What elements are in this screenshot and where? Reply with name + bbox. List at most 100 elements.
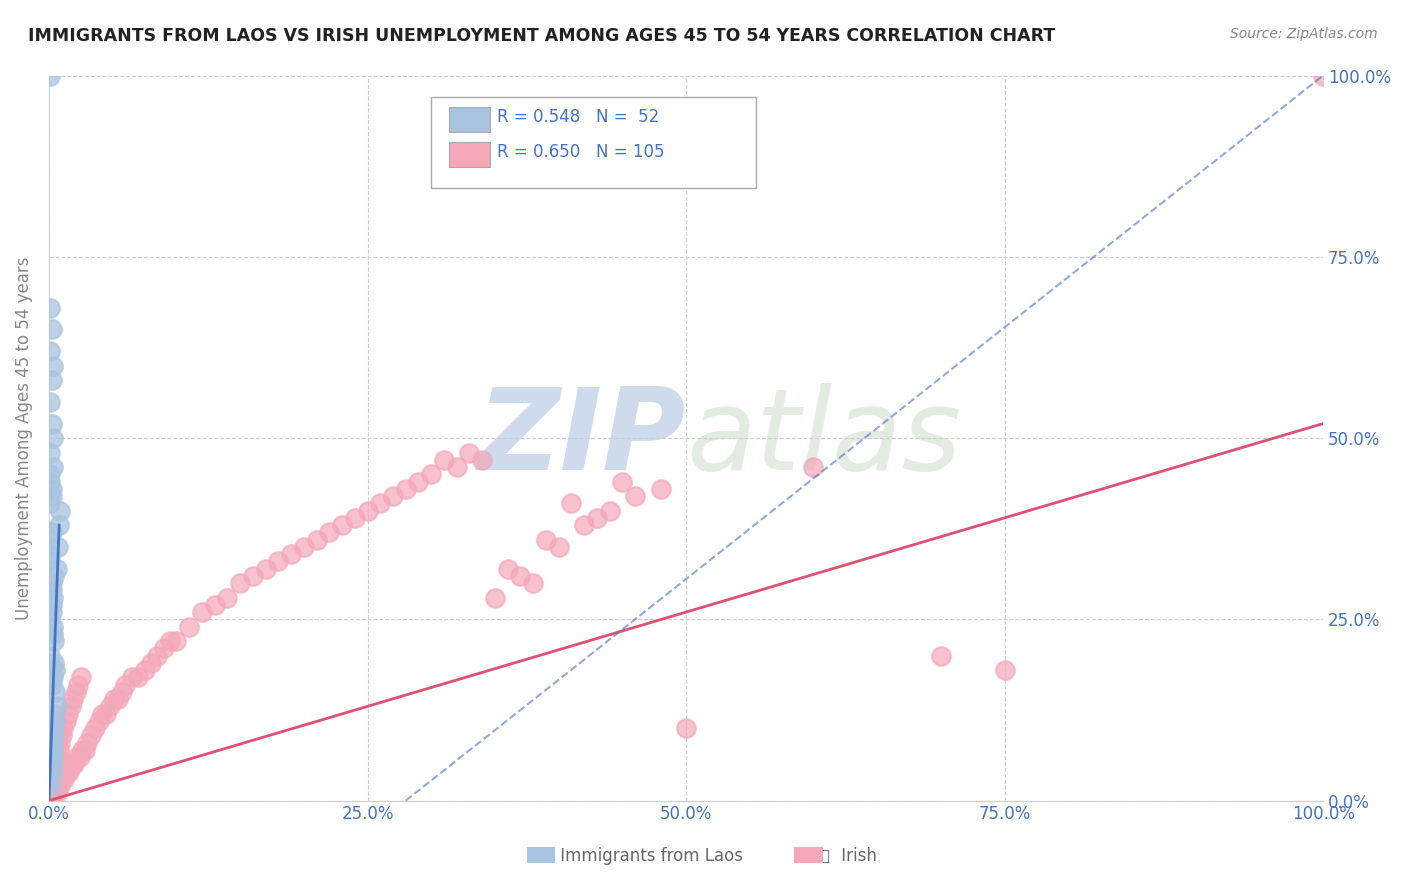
Point xyxy=(139,656,162,670)
Point xyxy=(408,475,430,489)
Point xyxy=(446,460,468,475)
Point xyxy=(368,496,391,510)
Point xyxy=(41,489,63,503)
Point xyxy=(39,779,62,793)
Point xyxy=(994,663,1017,677)
Point xyxy=(254,561,277,575)
Point xyxy=(484,591,506,605)
Point xyxy=(42,627,65,641)
Point xyxy=(39,772,62,786)
Point xyxy=(267,554,290,568)
Point xyxy=(91,706,114,721)
Point xyxy=(45,561,67,575)
Point xyxy=(44,663,66,677)
Text: R = 0.548   N =  52: R = 0.548 N = 52 xyxy=(498,108,659,126)
Point xyxy=(586,511,609,525)
Point xyxy=(44,764,66,779)
Point xyxy=(41,373,63,387)
Point xyxy=(121,670,143,684)
Point xyxy=(624,489,647,503)
Point xyxy=(42,772,65,786)
Point xyxy=(42,431,65,445)
Point xyxy=(599,503,621,517)
Point xyxy=(1312,69,1334,83)
Point xyxy=(42,750,65,764)
Point xyxy=(39,394,62,409)
Point xyxy=(110,685,132,699)
Point xyxy=(41,598,63,612)
Point xyxy=(572,518,595,533)
Point xyxy=(39,648,62,663)
Point xyxy=(39,612,62,626)
Point xyxy=(229,576,252,591)
Point xyxy=(41,677,63,691)
Point xyxy=(48,743,70,757)
Point xyxy=(65,685,87,699)
Point xyxy=(76,736,98,750)
Point xyxy=(39,547,62,561)
Text: Source: ZipAtlas.com: Source: ZipAtlas.com xyxy=(1230,27,1378,41)
Point xyxy=(42,460,65,475)
Point xyxy=(41,576,63,591)
Point xyxy=(58,764,80,779)
Point xyxy=(41,757,63,772)
FancyBboxPatch shape xyxy=(449,142,489,167)
Point xyxy=(56,706,79,721)
Point xyxy=(41,482,63,496)
Point xyxy=(44,779,66,793)
Point xyxy=(159,634,181,648)
Point xyxy=(44,743,66,757)
Point xyxy=(305,533,328,547)
Point xyxy=(42,779,65,793)
Point xyxy=(56,764,79,779)
Point xyxy=(42,569,65,583)
Point xyxy=(103,692,125,706)
Point xyxy=(547,540,569,554)
Point xyxy=(318,525,340,540)
Text: ZIP: ZIP xyxy=(478,383,686,493)
Point xyxy=(39,301,62,315)
Text: R = 0.650   N = 105: R = 0.650 N = 105 xyxy=(498,143,665,161)
Point xyxy=(60,757,83,772)
Point xyxy=(39,69,62,83)
Point xyxy=(39,533,62,547)
Point xyxy=(42,359,65,373)
Point xyxy=(496,561,519,575)
Point xyxy=(433,452,456,467)
Point xyxy=(650,482,672,496)
Point xyxy=(42,619,65,633)
Point xyxy=(39,772,62,786)
Point xyxy=(191,605,214,619)
Point xyxy=(534,533,557,547)
Point xyxy=(42,721,65,735)
Point xyxy=(204,598,226,612)
Point xyxy=(44,685,66,699)
Point xyxy=(52,721,75,735)
Point xyxy=(217,591,239,605)
Point xyxy=(63,757,86,772)
Point xyxy=(471,452,494,467)
Point xyxy=(165,634,187,648)
Point xyxy=(49,736,72,750)
Point xyxy=(55,714,77,728)
Point xyxy=(48,772,70,786)
Point xyxy=(42,786,65,800)
Point xyxy=(420,467,443,482)
Point xyxy=(41,786,63,800)
Point xyxy=(45,699,67,714)
Point xyxy=(42,757,65,772)
Point xyxy=(41,583,63,598)
Point xyxy=(39,475,62,489)
Point xyxy=(70,743,93,757)
Point xyxy=(98,699,121,714)
Text: □  Immigrants from Laos: □ Immigrants from Laos xyxy=(534,847,744,865)
Point xyxy=(62,692,84,706)
Point xyxy=(330,518,353,533)
Point xyxy=(80,728,103,742)
Point xyxy=(41,764,63,779)
Text: IMMIGRANTS FROM LAOS VS IRISH UNEMPLOYMENT AMONG AGES 45 TO 54 YEARS CORRELATION: IMMIGRANTS FROM LAOS VS IRISH UNEMPLOYME… xyxy=(28,27,1056,45)
Point xyxy=(39,496,62,510)
Point xyxy=(69,750,91,764)
Point xyxy=(41,322,63,336)
Point xyxy=(929,648,952,663)
